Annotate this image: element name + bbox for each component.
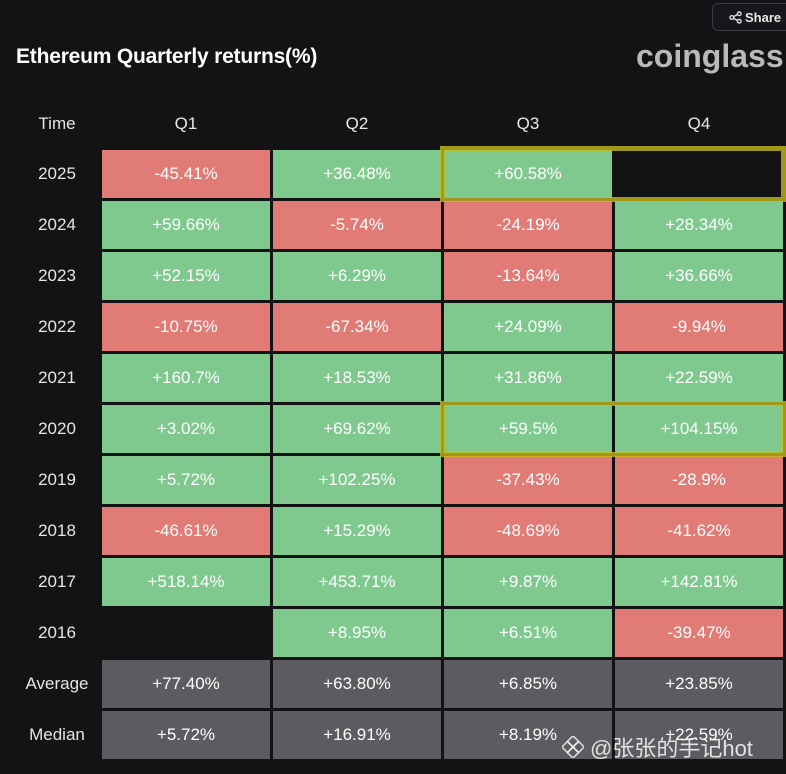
return-cell: -24.19% — [444, 201, 612, 249]
table-row-2021: 2021 +160.7% +18.53% +31.86% +22.59% — [15, 354, 783, 402]
row-label: 2018 — [38, 521, 76, 540]
row-label: 2021 — [38, 368, 76, 387]
row-label: 2022 — [38, 317, 76, 336]
return-cell: +63.80% — [273, 660, 441, 708]
return-cell: +52.15% — [102, 252, 270, 300]
row-header-cell: Time — [38, 114, 76, 133]
return-cell: +9.87% — [444, 558, 612, 606]
table-row-2018: 2018 -46.61% +15.29% -48.69% -41.62% — [15, 507, 783, 555]
return-cell: +3.02% — [102, 405, 270, 453]
return-cell: +22.59% — [615, 711, 783, 759]
return-cell: +8.95% — [273, 609, 441, 657]
return-cell: +8.19% — [444, 711, 612, 759]
return-cell: -41.62% — [615, 507, 783, 555]
return-cell: +6.51% — [444, 609, 612, 657]
row-label: Median — [29, 725, 85, 744]
return-cell: +59.5% — [444, 405, 612, 453]
return-cell: +5.72% — [102, 456, 270, 504]
return-cell: -9.94% — [615, 303, 783, 351]
column-header-q1: Q1 — [174, 114, 198, 133]
return-cell: -46.61% — [102, 507, 270, 555]
return-cell: +36.48% — [273, 150, 441, 198]
return-cell: +102.25% — [273, 456, 441, 504]
share-label: Share — [745, 9, 782, 25]
table-row-2019: 2019 +5.72% +102.25% -37.43% -28.9% — [15, 456, 783, 504]
returns-table: Time Q1 Q2 Q3 Q4 2025 -45.41% +36.48% +60.5… — [12, 98, 786, 762]
return-cell: +22.59% — [615, 354, 783, 402]
return-cell: -48.69% — [444, 507, 612, 555]
return-cell: -39.47% — [615, 609, 783, 657]
return-cell: +60.58% — [444, 150, 612, 198]
return-cell: -37.43% — [444, 456, 612, 504]
return-cell: -10.75% — [102, 303, 270, 351]
table-row-2016: 2016 +8.95% +6.51% -39.47% — [15, 609, 783, 657]
table-row-2023: 2023 +52.15% +6.29% -13.64% +36.66% — [15, 252, 783, 300]
coinglass-logo: coinglass — [636, 38, 784, 74]
row-label: 2024 — [38, 215, 76, 234]
row-label: 2019 — [38, 470, 76, 489]
column-header-q2: Q2 — [345, 114, 369, 133]
header-row: Time Q1 Q2 Q3 Q4 — [15, 101, 783, 147]
return-cell: +15.29% — [273, 507, 441, 555]
return-cell: +77.40% — [102, 660, 270, 708]
table-row-2022: 2022 -10.75% -67.34% +24.09% -9.94% — [15, 303, 783, 351]
table-row-2017: 2017 +518.14% +453.71% +9.87% +142.81% — [15, 558, 783, 606]
return-cell: +28.34% — [615, 201, 783, 249]
empty-cell — [102, 609, 270, 657]
return-cell: +6.29% — [273, 252, 441, 300]
return-cell: +16.91% — [273, 711, 441, 759]
row-label: Average — [25, 674, 89, 693]
return-cell: -13.64% — [444, 252, 612, 300]
return-cell: +36.66% — [615, 252, 783, 300]
return-cell: +142.81% — [615, 558, 783, 606]
return-cell: +104.15% — [615, 405, 783, 453]
row-label: 2025 — [38, 164, 76, 183]
table-row-2020: 2020 +3.02% +69.62% +59.5% +104.15% — [15, 405, 783, 453]
return-cell: +18.53% — [273, 354, 441, 402]
table-body: 2025 -45.41% +36.48% +60.58% 2024 +59.66% -5.7… — [15, 150, 783, 759]
return-cell: +6.85% — [444, 660, 612, 708]
return-cell: +453.71% — [273, 558, 441, 606]
table-row-2024: 2024 +59.66% -5.74% -24.19% +28.34% — [15, 201, 783, 249]
row-label: 2020 — [38, 419, 76, 438]
return-cell: -67.34% — [273, 303, 441, 351]
summary-row-median: Median +5.72% +16.91% +8.19% +22.59% — [15, 711, 783, 759]
chart-title: Ethereum Quarterly returns(%) — [16, 45, 318, 68]
share-button[interactable]: Share — [712, 3, 786, 31]
return-cell: +69.62% — [273, 405, 441, 453]
return-cell: -45.41% — [102, 150, 270, 198]
column-header-q4: Q4 — [687, 114, 711, 133]
row-label: 2017 — [38, 572, 76, 591]
return-cell: -5.74% — [273, 201, 441, 249]
table-row-2025: 2025 -45.41% +36.48% +60.58% — [15, 150, 783, 198]
row-label: 2023 — [38, 266, 76, 285]
summary-row-average: Average +77.40% +63.80% +6.85% +23.85% — [15, 660, 783, 708]
return-cell: +160.7% — [102, 354, 270, 402]
return-cell: +23.85% — [615, 660, 783, 708]
return-cell: +518.14% — [102, 558, 270, 606]
return-cell: +59.66% — [102, 201, 270, 249]
row-label: 2016 — [38, 623, 76, 642]
return-cell: +5.72% — [102, 711, 270, 759]
empty-cell — [615, 150, 783, 198]
column-header-q3: Q3 — [516, 114, 540, 133]
share-icon — [729, 10, 742, 24]
return-cell: +24.09% — [444, 303, 612, 351]
return-cell: -28.9% — [615, 456, 783, 504]
return-cell: +31.86% — [444, 354, 612, 402]
